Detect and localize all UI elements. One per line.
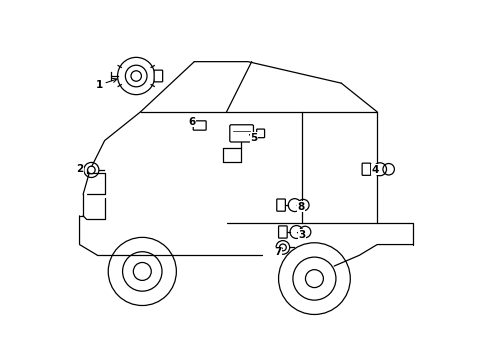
Text: 2: 2: [76, 164, 83, 174]
FancyBboxPatch shape: [278, 226, 286, 238]
FancyBboxPatch shape: [154, 70, 163, 82]
Circle shape: [131, 71, 141, 81]
Text: 8: 8: [296, 202, 304, 212]
Text: 7: 7: [273, 247, 282, 257]
FancyBboxPatch shape: [229, 125, 253, 142]
Circle shape: [279, 244, 285, 251]
Text: 4: 4: [371, 165, 379, 175]
FancyBboxPatch shape: [193, 121, 206, 130]
FancyBboxPatch shape: [256, 129, 264, 138]
Circle shape: [133, 262, 151, 280]
Text: 5: 5: [249, 133, 257, 143]
FancyBboxPatch shape: [276, 199, 285, 211]
Text: 3: 3: [297, 230, 305, 239]
Text: 6: 6: [188, 117, 195, 127]
Text: 1: 1: [96, 78, 117, 90]
Circle shape: [87, 166, 95, 174]
Circle shape: [305, 270, 323, 288]
FancyBboxPatch shape: [362, 163, 370, 175]
